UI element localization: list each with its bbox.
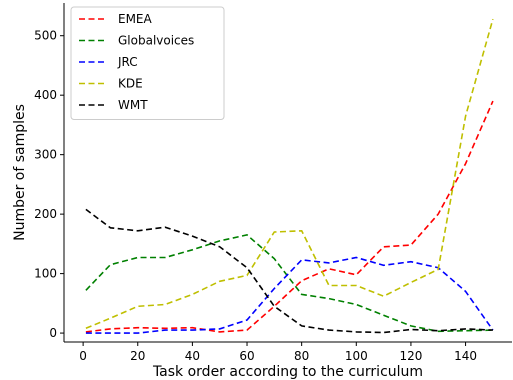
x-tick-label: 40 [185,349,200,363]
x-axis: 0 20 40 60 80 100 120 140 [64,341,512,363]
y-tick-label: 100 [34,267,57,281]
y-tick-label: 400 [34,88,57,102]
series-line-wmt [85,208,493,334]
legend-label-kde: KDE [118,77,143,91]
y-axis-label: Number of samples [12,104,28,241]
legend: EMEA Globalvoices JRC KDE WMT [70,6,225,120]
legend-label-globalvoices: Globalvoices [118,34,194,48]
series-line-globalvoices [85,234,493,333]
x-tick-label: 120 [399,349,422,363]
series-line-kde [85,18,494,330]
y-tick-label: 0 [49,326,57,340]
x-tick-label: 140 [454,349,477,363]
series-line-jrc [85,256,494,334]
x-axis-label: Task order according to the curriculum [152,364,423,380]
x-tick-label: 60 [239,349,254,363]
y-tick-label: 300 [34,148,57,162]
plot-area [85,18,494,334]
x-tick-label: 80 [294,349,309,363]
series-line-emea [85,100,494,333]
legend-box [70,6,225,120]
legend-label-jrc: JRC [117,55,138,69]
y-tick-label: 200 [34,207,57,221]
x-tick-label: 20 [130,349,145,363]
x-tick-label: 100 [345,349,368,363]
x-tick-label: 0 [79,349,87,363]
legend-label-emea: EMEA [118,12,153,26]
y-axis: 0 100 200 300 400 500 [34,3,65,342]
y-tick-label: 500 [34,29,57,43]
legend-label-wmt: WMT [118,98,148,112]
